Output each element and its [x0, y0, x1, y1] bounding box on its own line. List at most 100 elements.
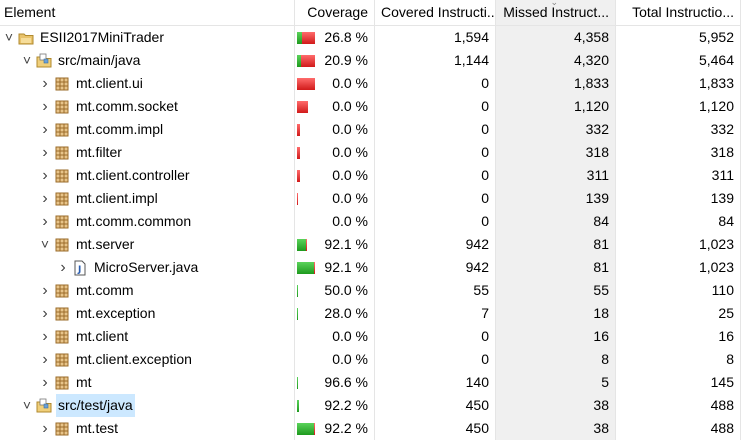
element-cell: › mt.client.controller: [0, 164, 295, 187]
element-label: mt.comm.common: [76, 213, 192, 229]
chevron-right-icon[interactable]: ›: [42, 351, 48, 368]
coverage-bar: [297, 54, 315, 67]
table-row[interactable]: ˅ src/test/java 92.2 % 450 38 488: [0, 394, 741, 417]
coverage-cell: 50.0 %: [295, 279, 375, 302]
total-instructions-cell: 311: [616, 164, 741, 187]
table-row[interactable]: › mt.client.ui 0.0 % 0 1,833 1,833: [0, 72, 741, 95]
covered-bar-segment: [297, 261, 314, 274]
total-instructions-cell: 332: [616, 118, 741, 141]
covered-instructions-cell: 1,144: [375, 49, 496, 72]
covered-instructions-cell: 0: [375, 141, 496, 164]
table-row[interactable]: › mt.comm.common 0.0 % 0 84 84: [0, 210, 741, 233]
chevron-down-icon[interactable]: ˅: [22, 52, 32, 68]
coverage-bar: [297, 169, 315, 182]
coverage-percent: 0.0 %: [332, 121, 368, 137]
table-row[interactable]: › mt.client.controller 0.0 % 0 311 311: [0, 164, 741, 187]
missed-bar-segment: [314, 261, 315, 274]
element-cell: › mt.comm.impl: [0, 118, 295, 141]
chevron-right-icon[interactable]: ›: [42, 144, 48, 161]
missed-instructions-cell: 16: [496, 325, 616, 348]
covered-instructions-cell: 942: [375, 233, 496, 256]
table-row[interactable]: ˅ ESII2017MiniTrader 26.8 % 1,594 4,358 5,952: [0, 26, 741, 49]
missed-instructions-cell: 38: [496, 417, 616, 440]
chevron-right-icon[interactable]: ›: [42, 167, 48, 184]
coverage-percent: 0.0 %: [332, 98, 368, 114]
element-cell: › mt.client: [0, 325, 295, 348]
column-header-coverage[interactable]: Coverage: [295, 0, 375, 25]
covered-bar-segment: [297, 54, 301, 67]
element-label: mt: [76, 374, 92, 390]
svg-text:J: J: [77, 265, 81, 275]
coverage-percent: 96.6 %: [324, 374, 368, 390]
element-label: mt.client: [76, 328, 129, 344]
chevron-right-icon[interactable]: ›: [42, 374, 48, 391]
table-row[interactable]: › mt.test 92.2 % 450 38 488: [0, 417, 741, 440]
chevron-down-icon[interactable]: ˅: [22, 397, 32, 413]
coverage-bar: [297, 123, 315, 136]
coverage-percent: 92.1 %: [324, 236, 368, 252]
table-row[interactable]: ˅ mt.server 92.1 % 942 81 1,023: [0, 233, 741, 256]
table-row[interactable]: › mt.exception 28.0 % 7 18 25: [0, 302, 741, 325]
table-row[interactable]: › mt.comm.socket 0.0 % 0 1,120 1,120: [0, 95, 741, 118]
covered-instructions-cell: 450: [375, 394, 496, 417]
coverage-bar: [297, 192, 315, 205]
coverage-cell: 0.0 %: [295, 210, 375, 233]
covered-instructions-cell: 0: [375, 210, 496, 233]
coverage-percent: 50.0 %: [324, 282, 368, 298]
covered-bar-segment: [297, 307, 298, 320]
table-row[interactable]: › mt.comm 50.0 % 55 55 110: [0, 279, 741, 302]
missed-instructions-cell: 5: [496, 371, 616, 394]
chevron-right-icon[interactable]: ›: [42, 213, 48, 230]
coverage-cell: 0.0 %: [295, 325, 375, 348]
element-cell: ˅ ESII2017MiniTrader: [0, 26, 295, 49]
covered-instructions-cell: 0: [375, 118, 496, 141]
table-row[interactable]: ˅ src/main/java 20.9 % 1,144 4,320 5,464: [0, 49, 741, 72]
chevron-right-icon[interactable]: ›: [60, 259, 66, 276]
chevron-right-icon[interactable]: ›: [42, 75, 48, 92]
coverage-percent: 92.1 %: [324, 259, 368, 275]
column-header-covered-instructions[interactable]: Covered Instructi...: [375, 0, 496, 25]
coverage-cell: 92.1 %: [295, 233, 375, 256]
total-instructions-cell: 488: [616, 394, 741, 417]
table-row[interactable]: › mt.client 0.0 % 0 16 16: [0, 325, 741, 348]
table-row[interactable]: › mt 96.6 % 140 5 145: [0, 371, 741, 394]
chevron-down-icon[interactable]: ˅: [40, 236, 50, 252]
coverage-bar: [297, 284, 315, 297]
element-label: mt.client.ui: [76, 75, 143, 91]
element-label: mt.exception: [76, 305, 156, 321]
element-label: mt.test: [76, 420, 119, 436]
chevron-right-icon[interactable]: ›: [42, 305, 48, 322]
table-row[interactable]: › mt.client.exception 0.0 % 0 8 8: [0, 348, 741, 371]
covered-bar-segment: [297, 422, 314, 435]
package-icon: [54, 191, 70, 207]
coverage-percent: 26.8 %: [324, 29, 368, 45]
table-row[interactable]: › mt.comm.impl 0.0 % 0 332 332: [0, 118, 741, 141]
package-icon: [54, 306, 70, 322]
table-header: Element Coverage Covered Instructi... ⌄ …: [0, 0, 741, 26]
package-icon: [54, 352, 70, 368]
covered-instructions-cell: 0: [375, 325, 496, 348]
chevron-right-icon[interactable]: ›: [42, 190, 48, 207]
column-header-missed-instructions[interactable]: ⌄ Missed Instruct...: [496, 0, 616, 25]
missed-instructions-cell: 318: [496, 141, 616, 164]
coverage-bar: [297, 422, 315, 435]
covered-instructions-cell: 55: [375, 279, 496, 302]
chevron-right-icon[interactable]: ›: [42, 121, 48, 138]
table-row[interactable]: › J MicroServer.java 92.1 % 942 81 1,023: [0, 256, 741, 279]
table-row[interactable]: › mt.client.impl 0.0 % 0 139 139: [0, 187, 741, 210]
column-header-total-instructions[interactable]: Total Instructio...: [616, 0, 741, 25]
package-icon: [54, 329, 70, 345]
column-header-element[interactable]: Element: [0, 0, 295, 25]
missed-instructions-cell: 4,358: [496, 26, 616, 49]
chevron-down-icon[interactable]: ˅: [4, 29, 14, 45]
package-icon: [54, 76, 70, 92]
covered-instructions-cell: 1,594: [375, 26, 496, 49]
coverage-cell: 28.0 %: [295, 302, 375, 325]
chevron-right-icon[interactable]: ›: [42, 420, 48, 437]
chevron-right-icon[interactable]: ›: [42, 98, 48, 115]
chevron-right-icon[interactable]: ›: [42, 328, 48, 345]
table-row[interactable]: › mt.filter 0.0 % 0 318 318: [0, 141, 741, 164]
chevron-right-icon[interactable]: ›: [42, 282, 48, 299]
package-icon: [54, 375, 70, 391]
missed-instructions-cell: 8: [496, 348, 616, 371]
